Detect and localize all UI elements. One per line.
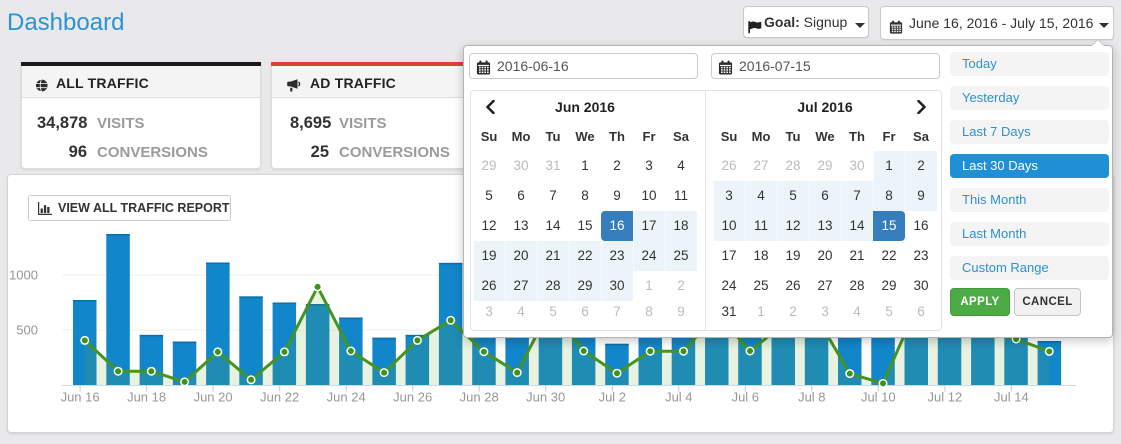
svg-text:Jul 4: Jul 4 [665, 390, 692, 405]
svg-text:Jun 22: Jun 22 [260, 390, 299, 405]
svg-text:Jun 20: Jun 20 [194, 390, 233, 405]
svg-text:Jul 10: Jul 10 [861, 390, 896, 405]
svg-text:500: 500 [16, 323, 38, 338]
svg-text:Jun 26: Jun 26 [393, 390, 432, 405]
svg-text:Jun 30: Jun 30 [526, 390, 565, 405]
svg-text:Jul 14: Jul 14 [994, 390, 1029, 405]
svg-text:Jun 18: Jun 18 [127, 390, 166, 405]
svg-text:Jun 16: Jun 16 [61, 390, 100, 405]
svg-text:Jun 28: Jun 28 [460, 390, 499, 405]
svg-text:Jul 2: Jul 2 [599, 390, 626, 405]
svg-text:Jul 8: Jul 8 [798, 390, 825, 405]
svg-text:Jul 12: Jul 12 [928, 390, 963, 405]
svg-text:1000: 1000 [9, 268, 38, 283]
svg-text:Jul 6: Jul 6 [732, 390, 759, 405]
svg-text:Jun 24: Jun 24 [327, 390, 366, 405]
